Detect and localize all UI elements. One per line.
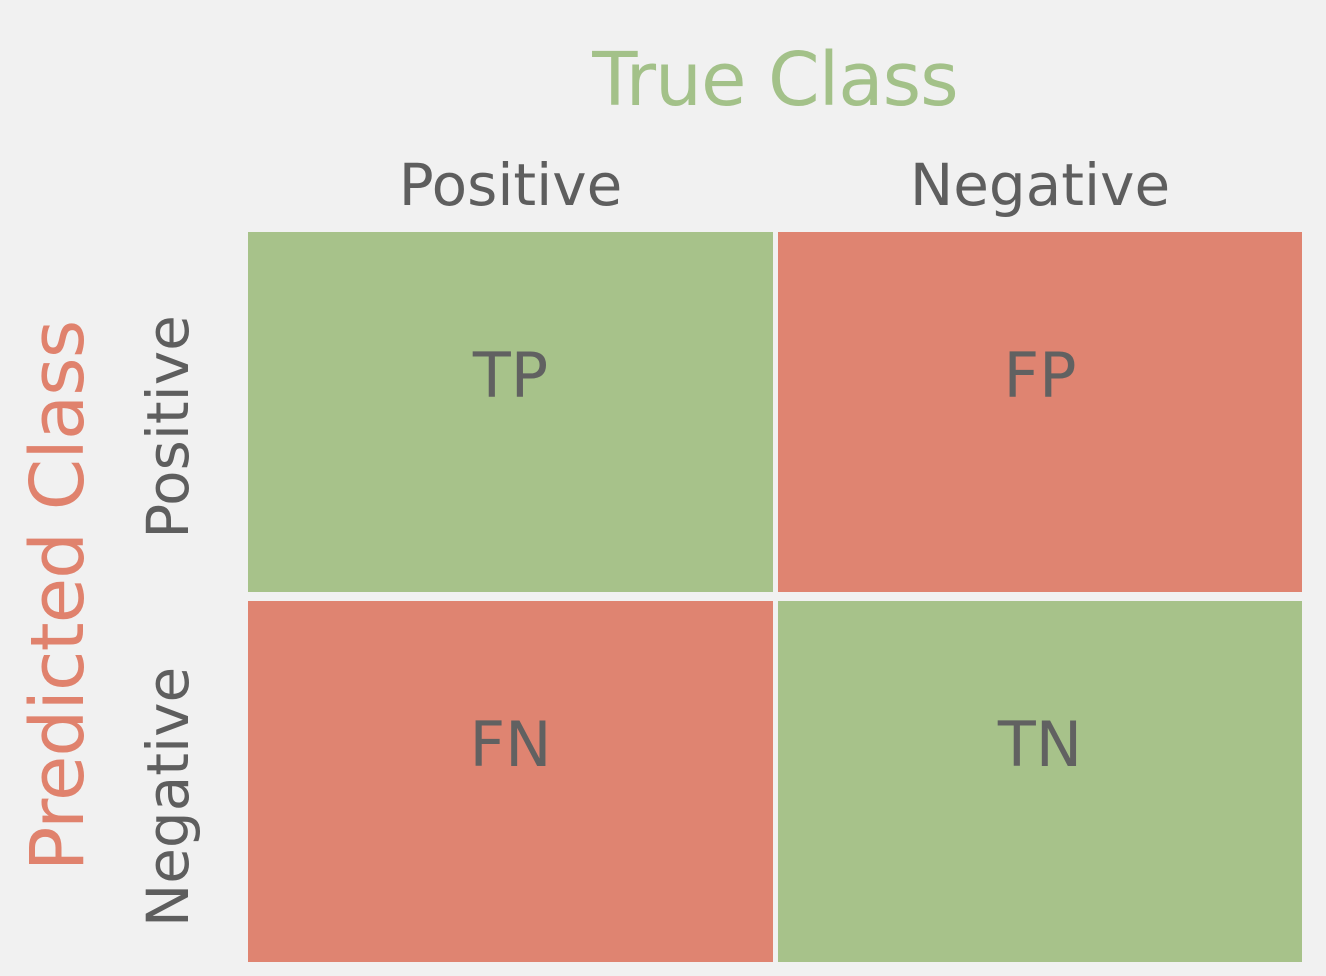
- cell-true-positive: TP: [248, 232, 773, 592]
- true-class-title: True Class: [592, 37, 958, 123]
- cell-true-negative: TN: [778, 601, 1302, 962]
- row-label-positive: Positive: [134, 315, 202, 539]
- column-label-positive: Positive: [398, 151, 623, 219]
- cell-label-tp: TP: [472, 338, 549, 412]
- row-label-negative: Negative: [134, 666, 202, 928]
- predicted-class-title: Predicted Class: [15, 320, 101, 872]
- column-label-negative: Negative: [909, 151, 1171, 219]
- cell-false-negative: FN: [248, 601, 773, 962]
- cell-label-fn: FN: [469, 708, 552, 781]
- cell-label-tn: TN: [997, 708, 1083, 781]
- cell-false-positive: FP: [778, 232, 1302, 592]
- cell-label-fp: FP: [1003, 338, 1077, 412]
